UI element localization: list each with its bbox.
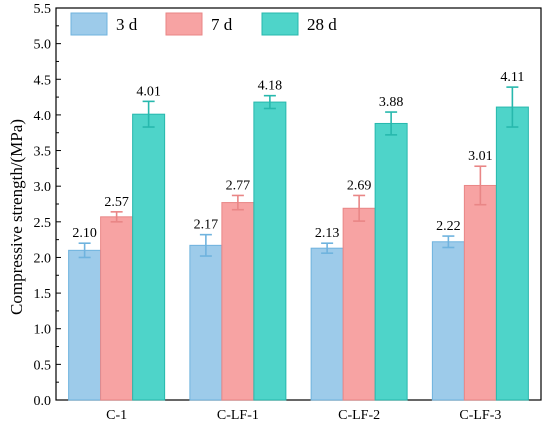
bars xyxy=(68,86,529,401)
legend-label: 7 d xyxy=(211,15,233,34)
legend-label: 28 d xyxy=(307,15,337,34)
bar xyxy=(253,101,287,401)
bar xyxy=(100,216,134,401)
bar xyxy=(221,202,255,401)
data-label: 3.88 xyxy=(379,95,404,110)
data-label: 2.57 xyxy=(104,195,129,210)
x-tick-label: C-1 xyxy=(106,408,127,423)
bar xyxy=(189,244,223,401)
data-label: 2.22 xyxy=(436,219,461,234)
y-tick-label: 1.0 xyxy=(34,323,52,338)
y-tick-label: 3.0 xyxy=(34,180,52,195)
y-tick-label: 0.0 xyxy=(34,394,52,409)
data-label: 2.17 xyxy=(194,218,219,233)
data-label: 4.01 xyxy=(136,84,161,99)
legend: 3 d 7 d 28 d xyxy=(70,12,337,36)
bar xyxy=(431,241,465,401)
bar xyxy=(132,113,166,401)
data-label: 3.01 xyxy=(468,149,493,164)
y-tick-label: 2.5 xyxy=(34,216,52,231)
data-label: 2.69 xyxy=(347,178,372,193)
legend-label: 3 d xyxy=(116,15,138,34)
legend-swatch xyxy=(165,12,203,36)
y-tick-label: 3.5 xyxy=(34,145,52,160)
bar xyxy=(374,122,408,401)
y-axis-title: Compressive strength/(MPa) xyxy=(7,119,26,315)
y-tick-label: 5.5 xyxy=(34,2,52,17)
data-label: 2.77 xyxy=(226,178,251,193)
x-tick-label: C-LF-3 xyxy=(459,408,501,423)
x-tick-label: C-LF-2 xyxy=(338,408,380,423)
y-tick-label: 5.0 xyxy=(34,38,52,53)
data-label: 4.18 xyxy=(258,79,283,94)
bar xyxy=(310,247,344,401)
data-label: 2.13 xyxy=(315,226,340,241)
data-labels: 2.10 2.57 4.01 2.17 2.77 4.18 2.13 2.69 3.88 2.22… xyxy=(72,70,524,241)
y-tick-label: 4.0 xyxy=(34,109,52,124)
axes: 0.0 0.5 1.0 1.5 2.0 2.5 3.0 3.5 4.0 4.5 5.0 5.5 C-1 C… xyxy=(34,2,542,423)
bar xyxy=(342,207,376,401)
data-label: 2.10 xyxy=(72,226,97,241)
legend-swatch xyxy=(70,12,108,36)
y-tick-label: 0.5 xyxy=(34,358,52,373)
x-tick-label: C-LF-1 xyxy=(217,408,259,423)
y-tick-label: 4.5 xyxy=(34,73,52,88)
bar xyxy=(463,184,497,401)
data-label: 4.11 xyxy=(500,70,524,85)
legend-swatch xyxy=(261,12,299,36)
bar xyxy=(495,106,529,401)
bar xyxy=(68,249,102,401)
y-tick-label: 2.0 xyxy=(34,251,52,266)
y-tick-label: 1.5 xyxy=(34,287,52,302)
